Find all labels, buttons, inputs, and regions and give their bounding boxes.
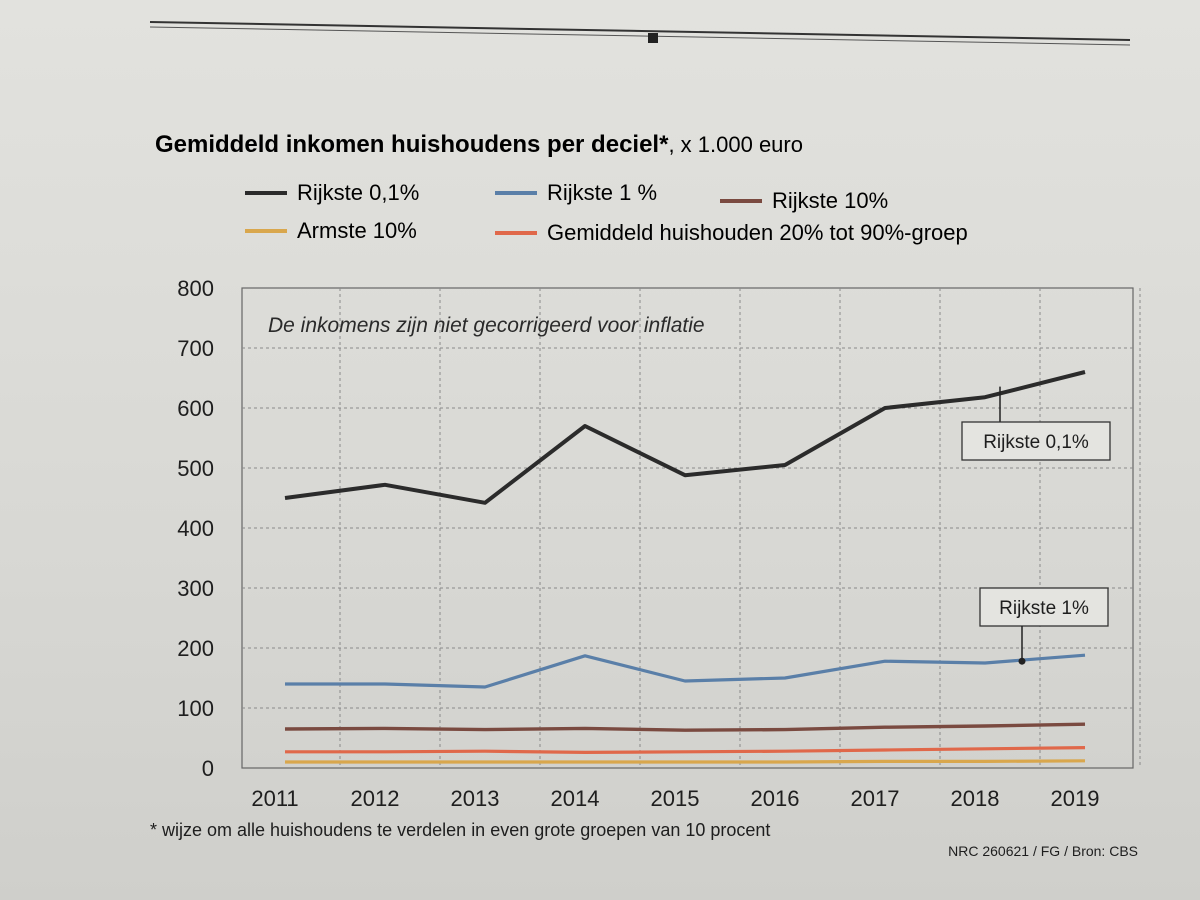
chart-title: Gemiddeld inkomen huishoudens per deciel… — [155, 131, 803, 158]
top-rule-thin — [149, 26, 1131, 46]
series-line-4 — [285, 746, 1086, 755]
y-tick-label: 500 — [177, 456, 214, 481]
x-tick-label: 2014 — [551, 786, 600, 811]
callout-label: Rijkste 1% — [999, 598, 1089, 619]
series-line-3 — [285, 759, 1086, 764]
legend: Rijkste 0,1% Rijkste 1 % Rijkste 10% Armste… — [245, 180, 968, 245]
y-tick-label: 800 — [177, 276, 214, 301]
legend-label: Rijkste 0,1% — [297, 180, 419, 205]
x-tick-label: 2018 — [951, 786, 1000, 811]
callout-dot — [1018, 657, 1026, 665]
source-credit: NRC 260621 / FG / Bron: CBS — [948, 843, 1138, 859]
x-tick-label: 2011 — [251, 786, 298, 811]
y-tick-label: 200 — [177, 636, 214, 661]
x-tick-label: 2015 — [651, 786, 700, 811]
chart-unit-text: , x 1.000 euro — [668, 132, 803, 157]
footnote: * wijze om alle huishoudens te verdelen … — [150, 820, 770, 840]
y-tick-label: 600 — [177, 396, 214, 421]
inflation-note: De inkomens zijn niet gecorrigeerd voor … — [268, 314, 705, 337]
callout-box — [979, 587, 1109, 627]
y-tick-label: 0 — [202, 756, 214, 781]
callout-box — [961, 421, 1111, 461]
y-tick-label: 700 — [177, 336, 214, 361]
x-tick-label: 2013 — [451, 786, 500, 811]
top-rule — [149, 21, 1131, 41]
x-tick-label: 2012 — [351, 786, 400, 811]
top-rule-marker — [648, 33, 658, 43]
y-tick-label: 400 — [177, 516, 214, 541]
chart-title-text: Gemiddeld inkomen huishoudens per deciel… — [155, 131, 669, 158]
series-line-1 — [285, 653, 1086, 689]
legend-label: Rijkste 1 % — [547, 180, 657, 205]
legend-label: Gemiddeld huishouden 20% tot 90%-groep — [547, 220, 968, 245]
legend-label: Rijkste 10% — [772, 188, 888, 213]
callout-label: Rijkste 0,1% — [983, 432, 1089, 453]
x-tick-label: 2017 — [851, 786, 900, 811]
x-tick-label: 2019 — [1051, 786, 1100, 811]
y-tick-label: 300 — [177, 576, 214, 601]
y-tick-label: 100 — [177, 696, 214, 721]
plot-area: 800 700 600 500 400 300 200 100 0 2011 2012 2013 201… — [177, 276, 1141, 811]
x-tick-label: 2016 — [751, 786, 800, 811]
series-line-2 — [284, 722, 1086, 732]
legend-label: Armste 10% — [297, 218, 417, 243]
